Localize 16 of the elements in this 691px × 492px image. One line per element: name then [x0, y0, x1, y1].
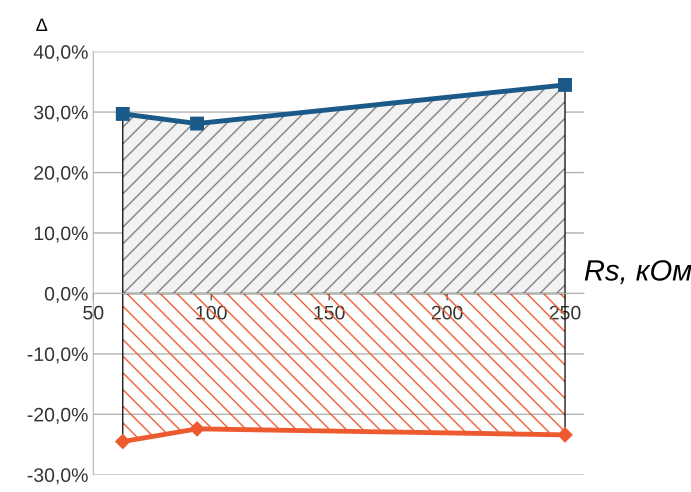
- y-tick-label: -10,0%: [28, 347, 88, 364]
- y-tick-label: -20,0%: [28, 408, 88, 424]
- y-tick-label: -30,0%: [28, 468, 88, 484]
- point: [190, 116, 204, 131]
- point: [115, 434, 130, 450]
- y-axis-title: Δ: [36, 18, 48, 31]
- y-tick-label: 20,0%: [34, 166, 88, 182]
- point: [190, 421, 205, 436]
- point: [116, 106, 130, 121]
- x-tick-label: 50: [83, 306, 104, 320]
- y-tick-label: 30,0%: [34, 106, 88, 122]
- y-tick-label: 10,0%: [34, 226, 88, 243]
- point: [557, 427, 573, 442]
- y-tick-label: 0,0%: [44, 286, 88, 303]
- y-tick-label: 40,0%: [34, 45, 88, 62]
- point: [558, 78, 572, 92]
